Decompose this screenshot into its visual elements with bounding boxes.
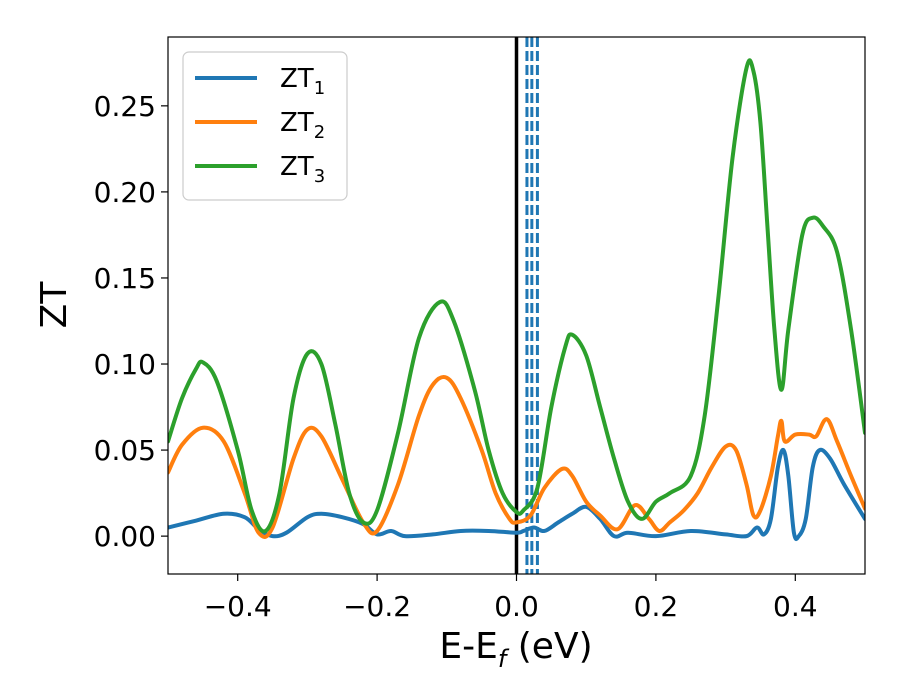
legend-box — [182, 51, 348, 201]
x-tick-label: 0.0 — [494, 590, 539, 623]
legend-label-main: ZT — [280, 108, 314, 138]
y-tick-label: 0.25 — [94, 90, 156, 123]
y-tick-label: 0.05 — [94, 434, 156, 467]
series-line-zt3 — [168, 58, 865, 534]
x-tick-label: −0.4 — [204, 590, 272, 623]
x-axis: −0.4 −0.2 0.0 0.2 0.4 — [204, 574, 818, 623]
x-axis-title-unit: (eV) — [506, 626, 592, 667]
legend-label-zt1: ZT1 — [280, 64, 325, 99]
y-tick-label: 0.15 — [94, 262, 156, 295]
legend-label-subscript: 3 — [314, 166, 325, 187]
x-tick-label: 0.2 — [634, 590, 679, 623]
y-axis-title: ZT — [34, 281, 75, 329]
series-lines — [168, 58, 865, 542]
legend-label-subscript: 2 — [314, 122, 325, 143]
y-axis: 0.00 0.05 0.10 0.15 0.20 0.25 — [94, 90, 168, 553]
x-axis-title-main: E-E — [439, 626, 497, 667]
x-tick-label: −0.2 — [343, 590, 411, 623]
y-tick-label: 0.10 — [94, 348, 156, 381]
vertical-reference-lines — [514, 37, 539, 574]
series-line-zt2 — [168, 375, 865, 539]
y-tick-label: 0.20 — [94, 176, 156, 209]
legend-label-main: ZT — [280, 64, 314, 94]
legend-label-main: ZT — [280, 152, 314, 182]
legend-label-zt2: ZT2 — [280, 108, 325, 143]
legend-label-subscript: 1 — [314, 78, 325, 99]
series-line-zt1 — [168, 447, 865, 542]
x-tick-label: 0.4 — [773, 590, 818, 623]
y-tick-label: 0.00 — [94, 520, 156, 553]
legend-label-zt3: ZT3 — [280, 152, 325, 187]
x-axis-title: E-Ef (eV) — [439, 626, 592, 673]
